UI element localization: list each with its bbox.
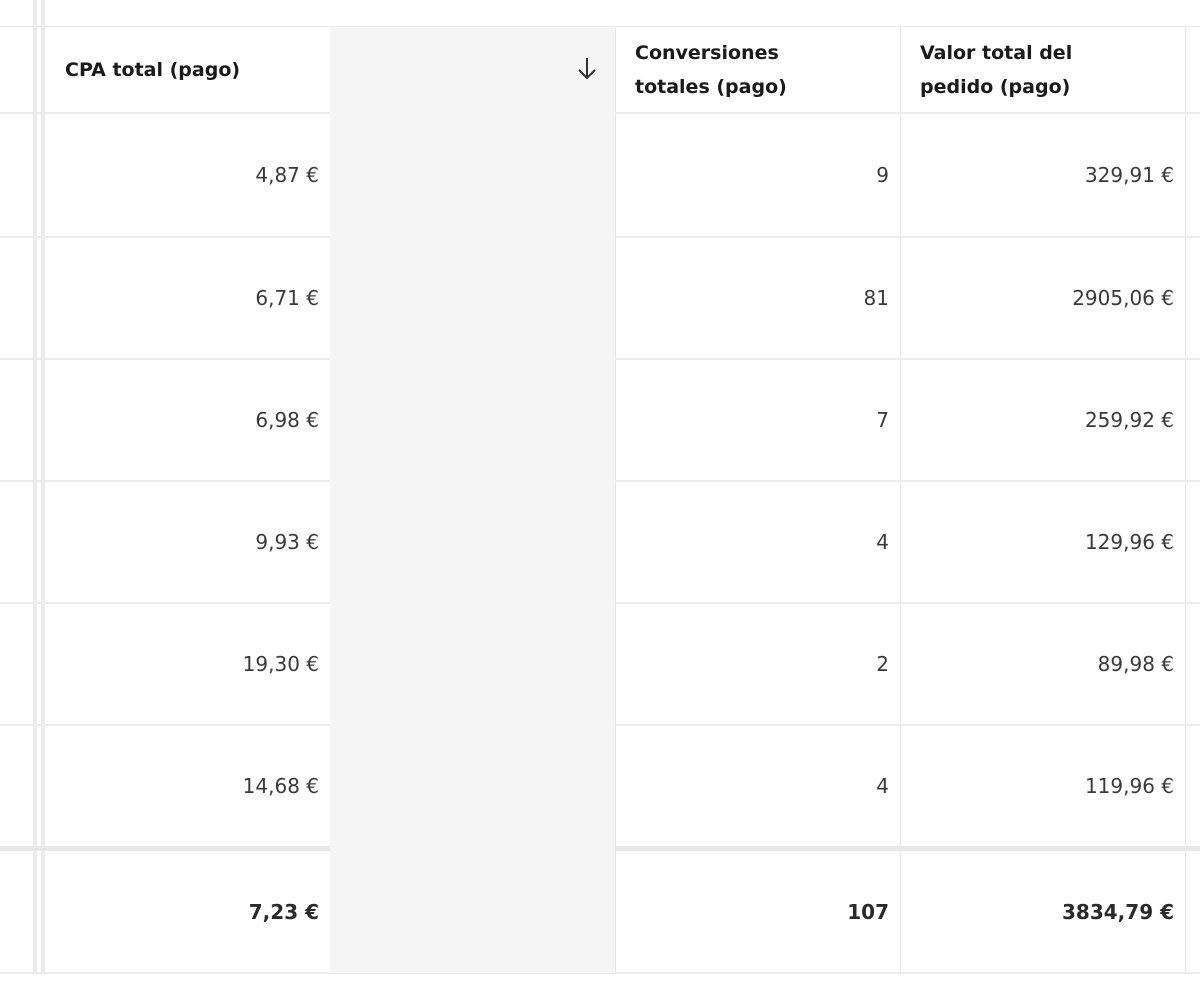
- total-cell: 7,23 €: [248, 899, 319, 924]
- bottom-border: [0, 972, 1200, 974]
- table-cell: 259,92 €: [1084, 408, 1174, 432]
- top-border: [0, 26, 1200, 27]
- column-divider: [615, 27, 616, 973]
- column-header[interactable]: Valor total del pedido (pago): [920, 42, 1073, 98]
- table-cell: 19,30 €: [242, 652, 319, 676]
- table-cell: 9,93 €: [255, 530, 319, 554]
- table-cell: 7: [876, 408, 889, 432]
- total-cell: 107: [847, 899, 889, 924]
- frozen-divider: [33, 0, 37, 973]
- table-cell: 6,98 €: [255, 408, 319, 432]
- table-cell: 329,91 €: [1084, 163, 1174, 187]
- table-cell: 129,96 €: [1084, 530, 1174, 554]
- table-cell: 4,87 €: [255, 163, 319, 187]
- table-cell: 6,71 €: [255, 286, 319, 310]
- column-header[interactable]: Conversiones totales (pago): [635, 42, 787, 98]
- table-cell: 2905,06 €: [1072, 286, 1174, 310]
- table-cell: 119,96 €: [1084, 774, 1174, 798]
- table-cell: 9: [876, 163, 889, 187]
- table-cell: 4: [876, 774, 889, 798]
- frozen-divider: [41, 0, 45, 973]
- total-cell: 3834,79 €: [1062, 899, 1174, 924]
- table-cell: 14,68 €: [242, 774, 319, 798]
- sorted-column-bg: [330, 27, 615, 973]
- sort-desc-icon[interactable]: [576, 56, 598, 82]
- table-cell: 2: [876, 652, 889, 676]
- table-cell: 89,98 €: [1097, 652, 1174, 676]
- column-divider: [900, 27, 901, 973]
- table-cell: 81: [863, 286, 889, 310]
- column-header[interactable]: CPA total (pago): [65, 59, 241, 81]
- column-divider: [1185, 27, 1186, 973]
- table-cell: 4: [876, 530, 889, 554]
